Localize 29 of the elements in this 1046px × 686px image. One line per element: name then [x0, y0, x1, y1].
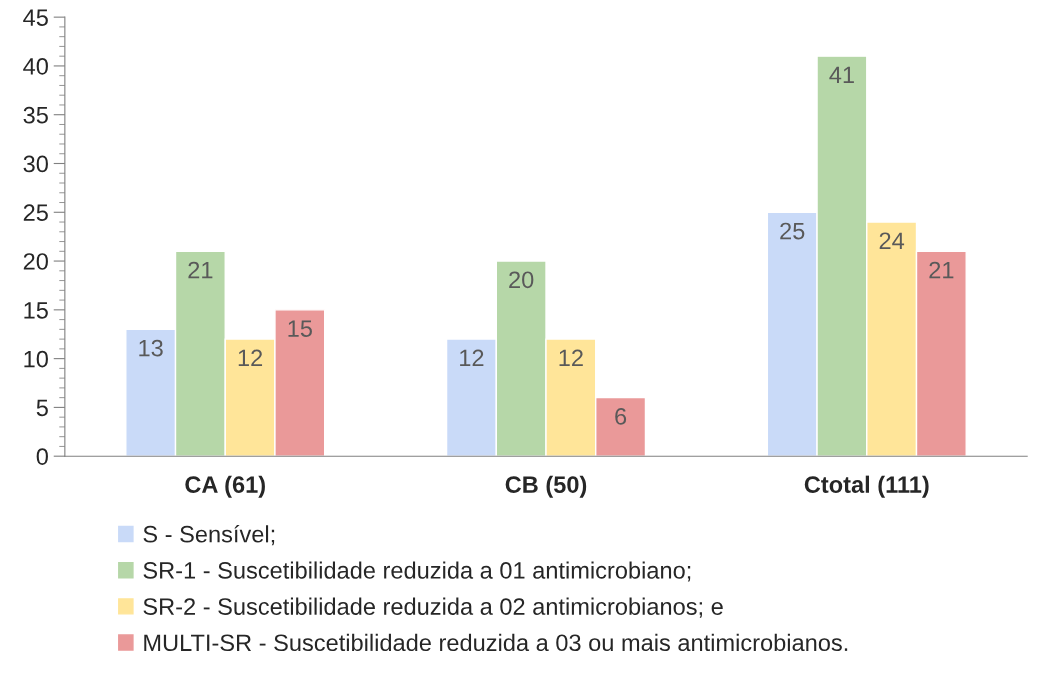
data-label: 12 — [559, 349, 583, 366]
y-tick-label: 45 — [23, 9, 48, 26]
legend-label: SR-2 - Suscetibilidade reduzida a 02 antimicrobianos; e — [143, 597, 723, 618]
legend-label: MULTI-SR - Suscetibilidade reduzida a 03 ou mais antimicrobianos. — [144, 633, 848, 652]
data-label: 21 — [188, 261, 213, 279]
data-label: 20 — [509, 271, 534, 289]
y-tick-label: 20 — [23, 253, 48, 270]
data-label: 6 — [615, 408, 627, 425]
x-tick-label: CB (50) — [505, 475, 587, 498]
y-tick-label: 35 — [23, 106, 48, 124]
y-tick-label: 15 — [24, 302, 48, 319]
legend-label: S - Sensível; — [143, 524, 275, 546]
data-label: 15 — [288, 320, 312, 337]
data-label: 13 — [139, 339, 163, 357]
data-label: 21 — [929, 261, 954, 279]
legend-label: SR-1 - Suscetibilidade reduzida a 01 antimicrobiano; — [143, 561, 691, 582]
y-tick-label: 10 — [24, 350, 48, 368]
data-label: 24 — [879, 232, 905, 249]
y-tick-label: 0 — [36, 448, 48, 465]
data-label: 12 — [238, 349, 263, 366]
data-label: 12 — [460, 349, 484, 366]
x-tick-label: CA (61) — [185, 475, 265, 498]
data-label: 25 — [780, 222, 805, 240]
y-tick-label: 25 — [23, 204, 48, 222]
data-label: 41 — [829, 66, 854, 84]
y-tick-label: 30 — [23, 155, 48, 173]
y-tick-label: 5 — [36, 399, 48, 417]
x-tick-label: Ctotal (111) — [804, 475, 929, 498]
y-tick-label: 40 — [23, 58, 48, 75]
